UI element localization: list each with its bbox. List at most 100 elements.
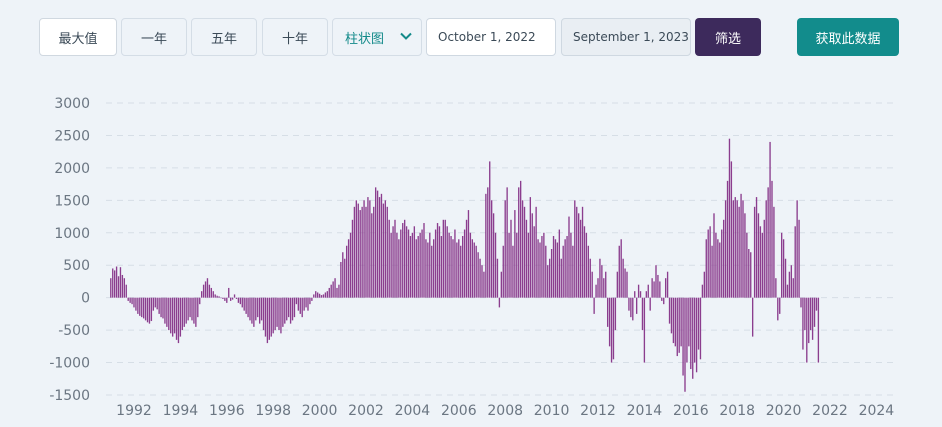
bar [531, 213, 533, 298]
bar [253, 297, 255, 327]
bar [630, 297, 632, 318]
bar [632, 297, 634, 321]
bar [539, 242, 541, 298]
bar [682, 297, 684, 376]
bar [141, 297, 143, 318]
bar [162, 297, 164, 319]
bar [202, 284, 205, 298]
bar [572, 245, 574, 298]
bar [413, 226, 416, 298]
bar [293, 297, 296, 318]
chart-type-select[interactable]: 柱状图 [332, 18, 422, 56]
x-tick-label: 1994 [163, 403, 199, 419]
bar [429, 232, 431, 298]
bar-chart: 3000 2500 2000 1500 1000 500 0 -500 -1000 -1500 1… [49, 96, 896, 419]
bar [388, 219, 390, 298]
y-tick-label: 0 [81, 291, 90, 307]
bar [407, 229, 410, 298]
bar [564, 239, 566, 298]
fetch-data-button[interactable]: 获取此数据 [797, 18, 899, 56]
bar [620, 239, 622, 298]
bar [438, 226, 441, 298]
bar [177, 297, 180, 344]
x-tick-label: 1996 [209, 403, 245, 419]
bar [258, 297, 261, 324]
range-5y-button[interactable]: 五年 [191, 18, 257, 56]
grid-lines [106, 102, 896, 396]
x-tick-label: 2010 [534, 403, 570, 419]
bar [193, 297, 195, 324]
chevron-down-icon [400, 32, 412, 40]
filter-button[interactable]: 筛选 [695, 18, 761, 56]
bar [332, 281, 334, 298]
bar [529, 197, 532, 298]
bar [307, 297, 309, 311]
bar [262, 297, 265, 331]
bar [297, 297, 300, 311]
bar [753, 206, 756, 298]
bar [123, 278, 126, 298]
bar [581, 206, 584, 298]
bar [187, 297, 189, 321]
bar [133, 297, 135, 308]
bar [780, 232, 783, 298]
bar [788, 271, 791, 298]
bar [608, 297, 611, 347]
bar [326, 291, 329, 298]
bar [514, 210, 516, 298]
bar [653, 281, 655, 298]
bar [402, 223, 404, 298]
bar [610, 297, 613, 363]
bar [328, 287, 330, 298]
bar [239, 297, 242, 305]
y-tick-label: 2000 [54, 161, 90, 177]
bar [680, 297, 682, 347]
bar [264, 297, 267, 337]
bar [616, 271, 619, 298]
end-date-input[interactable]: September 1, 2023 [561, 18, 691, 56]
bar [593, 297, 595, 314]
bar [639, 291, 642, 298]
bar [276, 297, 278, 327]
bar [585, 232, 588, 298]
bar [761, 232, 764, 298]
bar [156, 297, 158, 310]
range-max-button[interactable]: 最大值 [39, 18, 117, 56]
bar [313, 294, 315, 298]
y-tick-label: -1500 [49, 388, 90, 404]
bar [330, 284, 332, 298]
bar [498, 297, 501, 308]
bar [500, 271, 503, 298]
bar [282, 297, 284, 327]
bar [241, 297, 243, 308]
range-1y-button[interactable]: 一年 [121, 18, 187, 56]
bar [487, 187, 489, 298]
bar [189, 297, 191, 318]
bar [552, 236, 555, 298]
bar [543, 232, 545, 298]
bar [226, 297, 228, 303]
bar [738, 206, 740, 298]
bar [148, 297, 151, 324]
bar [554, 239, 557, 298]
bar [595, 284, 597, 298]
bar [477, 252, 479, 298]
x-tick-label: 2012 [580, 403, 616, 419]
bar [742, 200, 744, 298]
bar [525, 219, 528, 298]
bar [765, 200, 767, 298]
bar [707, 229, 709, 298]
bar [351, 219, 354, 298]
bar [790, 265, 793, 298]
bar [423, 223, 425, 298]
range-10y-button[interactable]: 十年 [262, 18, 328, 56]
bar [603, 278, 605, 298]
bar [533, 226, 535, 298]
start-date-input[interactable]: October 1, 2022 [426, 18, 556, 56]
bar [183, 297, 185, 327]
bar [796, 200, 798, 298]
bar [782, 239, 785, 298]
bar [376, 190, 379, 298]
x-tick-label: 2006 [441, 403, 477, 419]
bar [347, 239, 350, 298]
